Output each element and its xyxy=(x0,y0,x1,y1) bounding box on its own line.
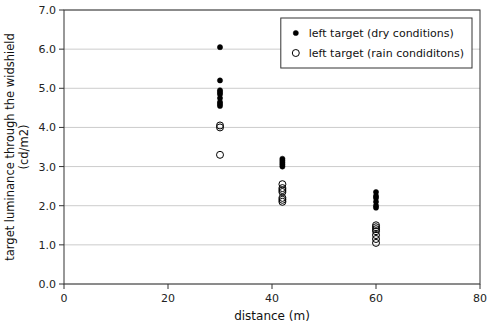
y-tick xyxy=(59,127,64,128)
y-axis-label-line: (cd/m2) xyxy=(17,125,31,170)
y-grid-line xyxy=(64,88,480,89)
legend-marker xyxy=(292,50,299,57)
y-tick xyxy=(59,205,64,206)
point xyxy=(373,239,380,246)
y-tick-label: 0.0 xyxy=(39,278,57,291)
y-tick xyxy=(59,166,64,167)
y-tick xyxy=(59,10,64,11)
plot-frame xyxy=(64,10,480,284)
y-tick xyxy=(59,88,64,89)
y-tick-label: 4.0 xyxy=(39,121,57,134)
y-tick-label: 6.0 xyxy=(39,43,57,56)
point xyxy=(373,205,378,210)
legend-label: left target (rain condiditons) xyxy=(309,47,464,60)
axes: 0 20 40 60 80 0.0 1.0 2.0 3.0 4.0 5.0 6.0 7.0 xyxy=(39,4,488,305)
y-grid-line xyxy=(64,205,480,206)
x-tick xyxy=(168,284,169,289)
y-tick-label: 2.0 xyxy=(39,200,57,213)
x-tick xyxy=(272,284,273,289)
x-tick-label: 60 xyxy=(369,292,383,305)
y-tick xyxy=(59,284,64,285)
point xyxy=(279,198,286,205)
point xyxy=(217,103,222,108)
points xyxy=(217,45,380,247)
y-tick xyxy=(59,49,64,50)
x-tick-label: 20 xyxy=(161,292,175,305)
legend-label: left target (dry conditions) xyxy=(309,27,454,40)
y-axis-label-line: target luminance through the widshield xyxy=(3,33,17,261)
y-axis-label: target luminance through the widshield(c… xyxy=(3,33,31,261)
y-tick-label: 1.0 xyxy=(39,239,57,252)
x-tick-label: 80 xyxy=(473,292,487,305)
x-tick xyxy=(376,284,377,289)
legend-box xyxy=(281,18,472,68)
y-tick xyxy=(59,244,64,245)
y-tick-label: 5.0 xyxy=(39,82,57,95)
y-grid-line xyxy=(64,244,480,245)
background xyxy=(0,0,492,328)
x-tick xyxy=(480,284,481,289)
point xyxy=(217,45,222,50)
y-grid-line xyxy=(64,127,480,128)
point xyxy=(217,124,224,131)
legend-marker xyxy=(293,30,298,35)
x-axis-label: distance (m) xyxy=(234,309,310,323)
y-tick-label: 3.0 xyxy=(39,161,57,174)
x-tick-label: 0 xyxy=(61,292,68,305)
point xyxy=(217,151,224,158)
legend: left target (dry conditions) left target … xyxy=(281,18,472,68)
chart: 0 20 40 60 80 0.0 1.0 2.0 3.0 4.0 5.0 6.0 7.0 distanc… xyxy=(0,0,492,328)
x-tick-label: 40 xyxy=(265,292,279,305)
grid xyxy=(64,10,480,284)
x-tick xyxy=(64,284,65,289)
y-grid-line xyxy=(64,166,480,167)
point xyxy=(217,78,222,83)
y-tick-label: 7.0 xyxy=(39,4,57,17)
point xyxy=(280,164,285,169)
